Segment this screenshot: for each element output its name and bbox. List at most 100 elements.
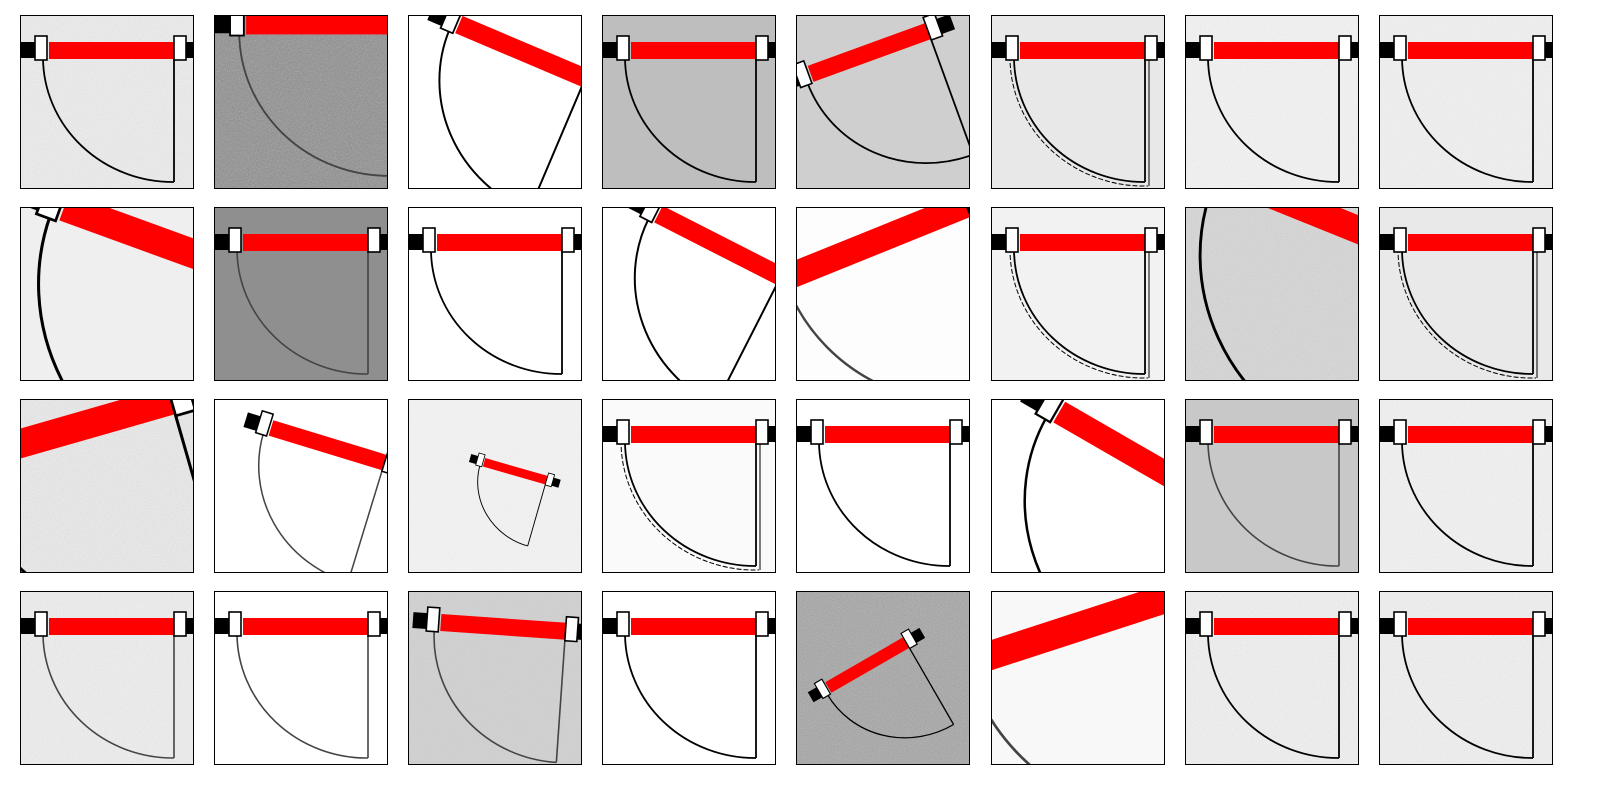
door-symbol <box>21 208 193 380</box>
door-swing-arc <box>37 214 189 380</box>
opening-marker <box>49 42 178 59</box>
jamb-right <box>580 62 581 95</box>
wall-left <box>603 42 619 58</box>
door-leaf <box>527 483 546 547</box>
door-symbol <box>1380 227 1552 379</box>
door-symbol <box>1186 35 1358 183</box>
door-symbol-tile <box>408 591 582 765</box>
wall-left <box>1380 618 1396 634</box>
door-symbol-tile <box>214 207 388 381</box>
wall-left <box>797 426 813 442</box>
door-swing-arc <box>1023 416 1120 572</box>
door-symbol-canvas <box>21 592 193 764</box>
opening-marker <box>246 16 387 35</box>
opening-marker <box>654 208 775 287</box>
jamb-left <box>1005 35 1019 61</box>
opening-marker <box>807 21 935 82</box>
noise-texture <box>215 16 387 188</box>
wall-right <box>766 618 775 634</box>
door-swing-arc <box>257 432 349 572</box>
door-swing-arc <box>624 633 757 759</box>
door-swing-arc <box>1401 441 1534 567</box>
opening-marker <box>1408 618 1537 635</box>
jamb-right <box>1144 35 1158 61</box>
door-symbol <box>797 419 969 567</box>
jamb-right <box>173 611 187 637</box>
door-symbol-canvas <box>409 592 581 764</box>
noise-texture <box>409 400 581 572</box>
door-swing-arc <box>1401 57 1534 183</box>
door-symbol-canvas <box>1020 400 1164 572</box>
opening-marker <box>1053 401 1164 513</box>
jamb-right <box>367 227 381 253</box>
door-symbol-canvas <box>1186 16 1358 188</box>
door-symbol-tile <box>214 591 388 765</box>
jamb-left <box>1199 611 1213 637</box>
door-symbol-canvas <box>603 419 775 571</box>
door-leaf <box>173 412 193 572</box>
wall-right <box>1543 42 1552 58</box>
opening-marker <box>631 618 760 635</box>
noise-texture <box>1186 208 1358 380</box>
door-symbol-tile <box>20 15 194 189</box>
door-symbol-tile <box>408 399 582 573</box>
opening-marker <box>437 234 566 251</box>
door-symbol <box>992 592 1164 764</box>
opening-marker <box>992 592 1164 674</box>
door-symbol-canvas <box>992 227 1164 379</box>
jamb-left <box>1005 227 1019 253</box>
door-symbol-tile <box>214 15 388 189</box>
jamb-left <box>638 208 665 224</box>
door-symbol-tile <box>20 399 194 573</box>
door-symbol-tile <box>796 15 970 189</box>
opening-marker <box>1408 234 1537 251</box>
wall-left <box>1186 426 1202 442</box>
door-symbol-tile <box>991 399 1165 573</box>
opening-marker <box>455 16 581 89</box>
jamb-right <box>1338 35 1352 61</box>
door-symbol-tile <box>602 207 776 381</box>
door-swing-arc <box>42 633 175 759</box>
door-symbol <box>215 16 387 177</box>
door-swing-arc <box>806 82 969 165</box>
door-symbol-canvas <box>215 16 387 188</box>
wall-right <box>766 42 775 58</box>
jamb-right <box>1532 35 1546 61</box>
door-symbol <box>797 208 969 380</box>
door-leaf <box>1117 508 1164 572</box>
door-symbol-tile <box>1185 399 1359 573</box>
door-symbol <box>468 452 561 547</box>
door-swing-arc <box>818 441 951 567</box>
door-symbol <box>1380 419 1552 567</box>
jamb-left <box>1393 419 1407 445</box>
jamb-right <box>755 35 769 61</box>
door-symbol-canvas <box>1380 16 1552 188</box>
door-swing-arc <box>438 29 530 188</box>
door-symbol <box>627 208 775 380</box>
jamb-left <box>616 35 630 61</box>
door-symbol-canvas <box>409 400 581 572</box>
door-symbol <box>215 227 387 375</box>
door-symbol-canvas <box>627 208 775 380</box>
opening-marker <box>49 618 178 635</box>
door-symbol-tile <box>1379 15 1553 189</box>
opening-marker <box>1408 42 1537 59</box>
jamb-left <box>1393 227 1407 253</box>
door-symbol-tile <box>991 591 1165 765</box>
opening-marker <box>243 234 372 251</box>
jamb-right <box>1338 419 1352 445</box>
wall-left <box>1186 42 1202 58</box>
door-symbol <box>409 227 581 375</box>
door-symbol <box>603 35 775 183</box>
wall-left <box>992 42 1008 58</box>
door-symbol-canvas <box>21 208 193 380</box>
opening-marker <box>825 635 912 693</box>
door-symbol-tile <box>796 591 970 765</box>
wall-left <box>1380 42 1396 58</box>
jamb-left <box>1034 400 1069 424</box>
door-symbol-canvas <box>797 16 969 165</box>
wall-left <box>1380 234 1396 250</box>
opening-marker <box>482 458 550 486</box>
door-symbol <box>243 409 387 572</box>
